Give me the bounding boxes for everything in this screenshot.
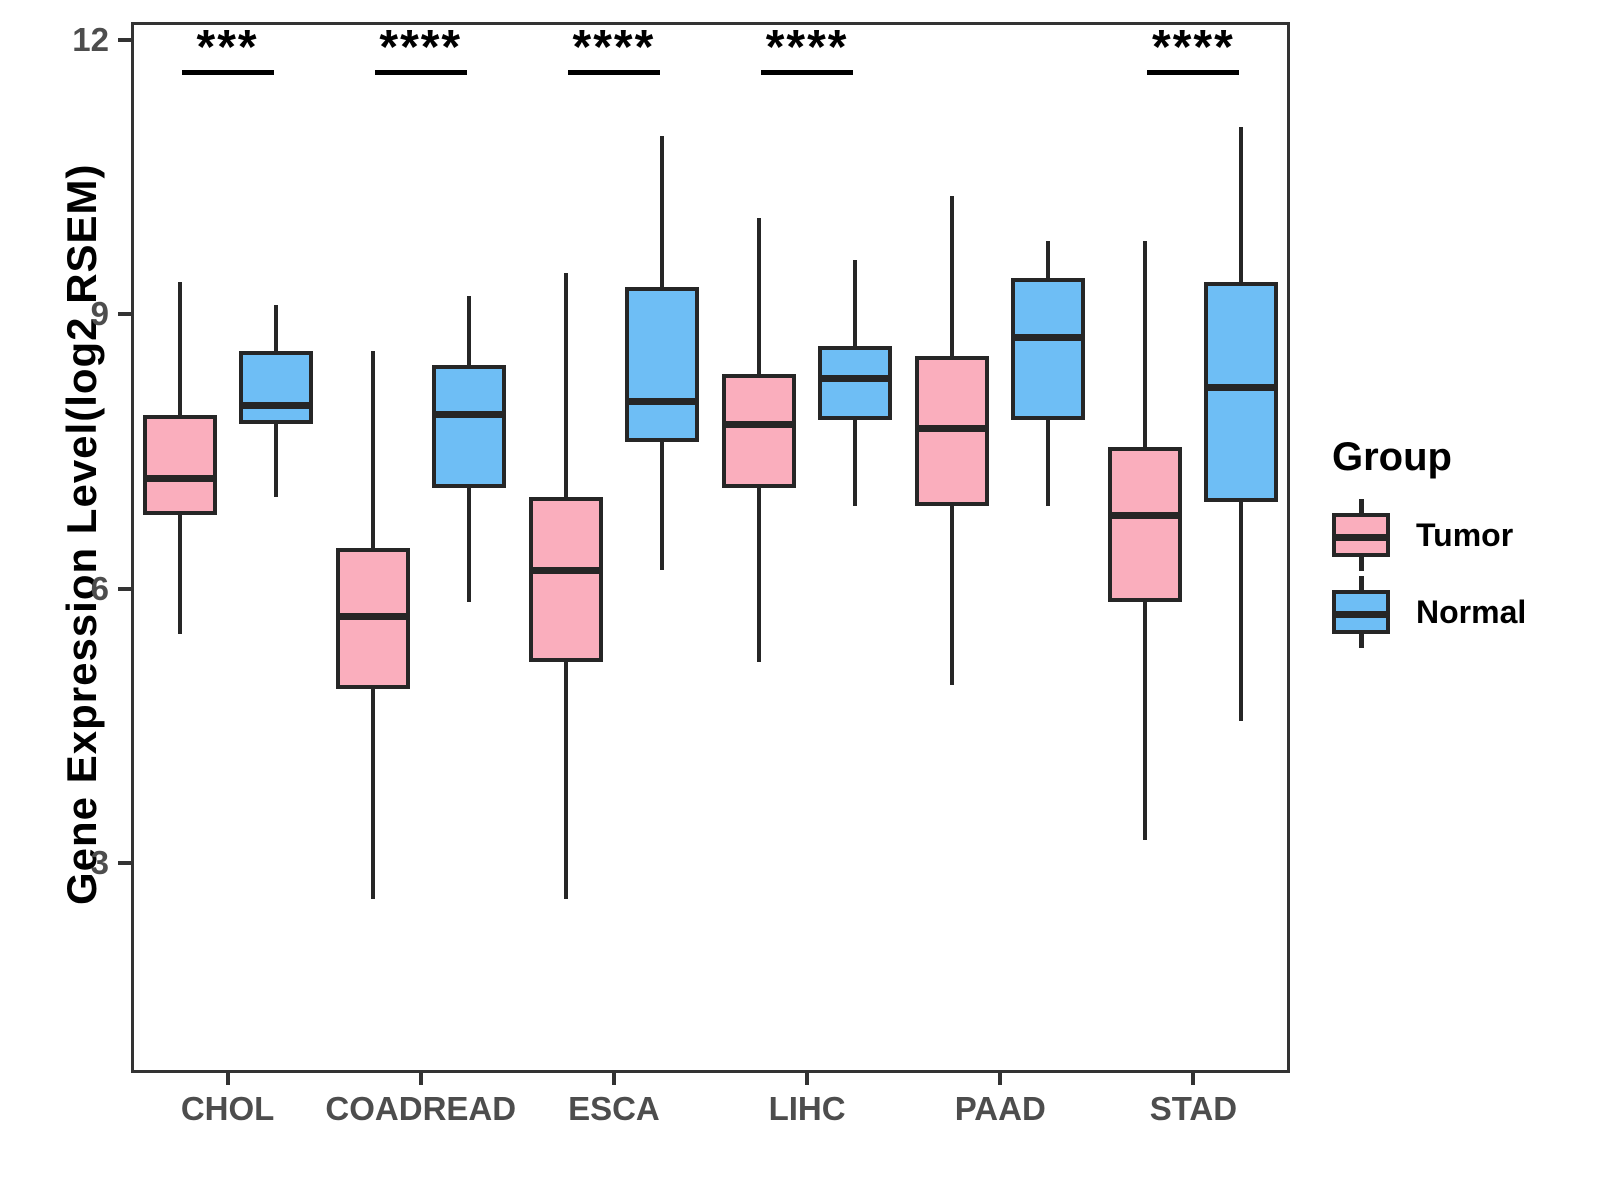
legend-title: Group (1332, 435, 1452, 479)
legend-entry-normal: Normal (1332, 576, 1527, 648)
median-paad-tumor (915, 425, 990, 433)
box-esca-tumor (528, 497, 603, 662)
median-paad-normal (1011, 333, 1086, 341)
legend-key-median-line (1332, 611, 1390, 618)
median-lihc-normal (818, 374, 893, 382)
legend-key-boxplot-icon (1332, 576, 1390, 648)
median-esca-tumor (528, 566, 603, 574)
significance-stars-stad: **** (1152, 21, 1235, 74)
x-axis-label-stad: STAD (1149, 1090, 1238, 1127)
x-tick-mark (418, 1073, 423, 1085)
x-axis-label-esca: ESCA (568, 1090, 660, 1127)
legend-key-upper-whisker (1359, 499, 1364, 513)
significance-stars-chol: *** (196, 21, 259, 74)
median-coadread-normal (431, 411, 506, 419)
y-tick-label: 12 (72, 21, 109, 59)
x-axis-label-lihc: LIHC (768, 1090, 846, 1127)
legend-label: Normal (1416, 593, 1527, 630)
y-tick-mark (118, 38, 131, 43)
y-tick-mark (118, 586, 131, 591)
x-axis-label-paad: PAAD (954, 1090, 1046, 1127)
x-tick-mark (998, 1073, 1003, 1085)
x-tick-mark (805, 1073, 810, 1085)
significance-bar-coadread (374, 70, 467, 75)
box-coadread-normal (431, 364, 506, 489)
legend-key-boxplot-icon (1332, 499, 1390, 571)
plot-panel (131, 22, 1290, 1073)
box-stad-normal (1204, 282, 1279, 502)
y-tick-label: 3 (90, 843, 109, 881)
median-stad-tumor (1108, 512, 1183, 519)
median-chol-tumor (142, 475, 217, 483)
median-chol-normal (238, 402, 313, 410)
y-tick-mark (118, 860, 131, 865)
box-lihc-tumor (722, 373, 797, 489)
significance-stars-esca: **** (572, 21, 656, 74)
legend-key-lower-whisker (1359, 557, 1364, 571)
median-stad-normal (1204, 384, 1279, 392)
legend-key-upper-whisker (1359, 576, 1364, 590)
median-coadread-tumor (335, 612, 410, 620)
significance-stars-coadread: **** (379, 21, 463, 74)
x-tick-mark (225, 1073, 230, 1085)
median-esca-normal (624, 397, 699, 405)
significance-bar-esca (567, 70, 660, 75)
y-axis-title: Gene Expression Level(log2 RSEM) (58, 163, 105, 905)
significance-bar-chol (181, 70, 274, 75)
significance-bar-lihc (761, 70, 854, 75)
box-stad-tumor (1108, 446, 1183, 603)
y-tick-mark (118, 312, 131, 317)
box-lihc-normal (818, 346, 893, 420)
legend-entry-tumor: Tumor (1332, 499, 1514, 571)
box-chol-tumor (142, 414, 217, 516)
legend-key-lower-whisker (1359, 634, 1364, 648)
significance-stars-lihc: **** (765, 21, 849, 74)
y-tick-label: 6 (90, 569, 109, 607)
x-axis-label-chol: CHOL (180, 1090, 275, 1127)
legend-label: Tumor (1416, 516, 1514, 553)
y-tick-label: 9 (90, 295, 109, 333)
significance-bar-stad (1147, 70, 1240, 75)
median-lihc-tumor (722, 420, 797, 428)
box-esca-normal (624, 287, 699, 443)
box-chol-normal (238, 351, 313, 425)
legend-key-median-line (1332, 534, 1390, 541)
box-paad-normal (1011, 277, 1086, 420)
x-tick-mark (1191, 1073, 1196, 1085)
x-tick-mark (611, 1073, 616, 1085)
x-axis-label-coadread: COADREAD (325, 1090, 517, 1127)
